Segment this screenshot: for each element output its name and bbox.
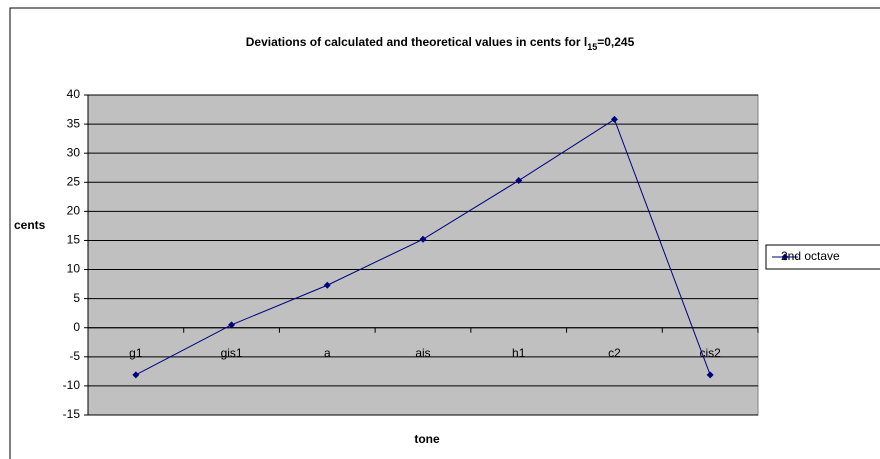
data-point bbox=[323, 281, 331, 289]
chart-title: Deviations of calculated and theoretical… bbox=[246, 35, 635, 52]
x-tick-label: ais bbox=[415, 346, 430, 360]
data-point bbox=[132, 371, 140, 379]
legend: 2nd octave bbox=[765, 244, 880, 270]
x-tick-label: g1 bbox=[129, 346, 143, 360]
y-tick-label: 40 bbox=[67, 87, 81, 101]
data-point bbox=[706, 371, 714, 379]
y-tick-label: -15 bbox=[63, 407, 81, 421]
x-tick-label: gis1 bbox=[221, 346, 243, 360]
legend-label: 2nd octave bbox=[781, 249, 840, 263]
x-tick-label: a bbox=[324, 346, 331, 360]
legend-marker bbox=[781, 253, 789, 261]
y-tick-label: 5 bbox=[73, 291, 80, 305]
x-tick-label: cis2 bbox=[699, 346, 721, 360]
y-tick-label: 10 bbox=[67, 262, 81, 276]
plot-area bbox=[87, 94, 759, 416]
title-suffix: =0,245 bbox=[597, 35, 634, 49]
y-tick-label: -5 bbox=[69, 349, 80, 363]
y-tick-label: -10 bbox=[63, 378, 81, 392]
y-tick-label: 35 bbox=[67, 116, 81, 130]
x-tick-label: c2 bbox=[608, 346, 621, 360]
data-point bbox=[419, 235, 427, 243]
y-tick-label: 25 bbox=[67, 174, 81, 188]
title-main: Deviations of calculated and theoretical… bbox=[246, 35, 587, 49]
y-tick-label: 15 bbox=[67, 233, 81, 247]
x-tick-label: h1 bbox=[512, 346, 526, 360]
data-point bbox=[515, 177, 523, 185]
data-point bbox=[610, 115, 618, 123]
title-subscript: 15 bbox=[587, 42, 597, 52]
x-axis-label: tone bbox=[414, 432, 440, 446]
y-tick-label: 0 bbox=[73, 320, 80, 334]
y-axis-label: cents bbox=[14, 218, 46, 232]
y-tick-label: 20 bbox=[67, 204, 81, 218]
data-point bbox=[228, 321, 236, 329]
y-tick-label: 30 bbox=[67, 145, 81, 159]
